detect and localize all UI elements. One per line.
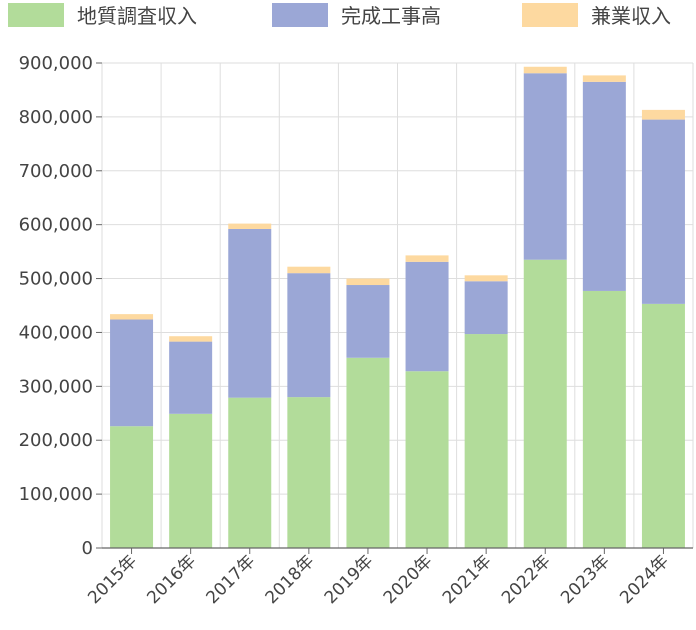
bar-3-10 xyxy=(641,109,685,120)
x-tick-label: 2021年 xyxy=(439,551,496,608)
x-tick-label: 2020年 xyxy=(380,551,437,608)
bar-3-8 xyxy=(523,66,567,74)
x-axis-ticks: 2015年 2016年 2017年 2018年 2019年 2020年 2021年 2022年… xyxy=(84,548,673,608)
bar-2-9 xyxy=(582,81,626,291)
y-tick-label: 600,000 xyxy=(19,215,93,236)
x-tick-label: 2017年 xyxy=(203,551,260,608)
bar-3-9 xyxy=(582,75,626,82)
y-tick-label: 900,000 xyxy=(19,53,93,74)
bar-2-8 xyxy=(523,73,567,260)
bar-2-2 xyxy=(169,341,213,414)
y-tick-label: 500,000 xyxy=(19,269,93,290)
bar-3-7 xyxy=(464,275,508,282)
legend-swatch-2 xyxy=(272,3,328,27)
legend-label-3: 兼業収入 xyxy=(591,4,671,28)
x-tick-label: 2023年 xyxy=(557,551,614,608)
bar-2-3 xyxy=(228,228,272,398)
legend-swatch-1 xyxy=(8,3,64,27)
grid xyxy=(101,62,694,549)
x-tick-label: 2019年 xyxy=(321,551,378,608)
bar-1-5 xyxy=(346,357,390,548)
bar-1-10 xyxy=(641,303,685,548)
bar-3-1 xyxy=(110,314,154,320)
legend-label-2: 完成工事高 xyxy=(341,4,441,28)
x-tick-label: 2016年 xyxy=(143,551,200,608)
bar-3-5 xyxy=(346,278,390,286)
legend: 地質調査収入 完成工事高 兼業収入 xyxy=(8,3,671,28)
y-tick-label: 0 xyxy=(82,538,93,559)
x-tick-label: 2022年 xyxy=(498,551,555,608)
bars xyxy=(110,66,685,548)
y-tick-label: 100,000 xyxy=(19,484,93,505)
bar-1-2 xyxy=(169,413,213,548)
y-tick-label: 700,000 xyxy=(19,161,93,182)
bar-2-7 xyxy=(464,281,508,335)
bar-1-9 xyxy=(582,290,626,548)
bar-3-4 xyxy=(287,266,331,274)
legend-swatch-3 xyxy=(522,3,578,27)
bar-1-6 xyxy=(405,371,449,548)
x-tick-label: 2024年 xyxy=(616,551,673,608)
y-axis-ticks: 0 100,000 200,000 300,000 400,000 500,000 600,… xyxy=(19,53,102,559)
y-tick-label: 200,000 xyxy=(19,430,93,451)
bar-1-1 xyxy=(110,426,154,548)
bar-2-5 xyxy=(346,285,390,358)
bar-1-4 xyxy=(287,397,331,548)
y-tick-label: 400,000 xyxy=(19,322,93,343)
bar-3-2 xyxy=(169,336,213,342)
bar-2-10 xyxy=(641,119,685,304)
bar-1-8 xyxy=(523,259,567,548)
bar-1-7 xyxy=(464,334,508,548)
bar-1-3 xyxy=(228,397,272,548)
bar-3-6 xyxy=(405,255,449,262)
x-tick-label: 2015年 xyxy=(84,551,141,608)
bar-2-6 xyxy=(405,261,449,372)
y-tick-label: 300,000 xyxy=(19,376,93,397)
x-tick-label: 2018年 xyxy=(262,551,319,608)
bar-2-4 xyxy=(287,273,331,398)
bar-2-1 xyxy=(110,319,154,427)
bar-3-3 xyxy=(228,223,272,229)
legend-label-1: 地質調査収入 xyxy=(77,4,197,28)
y-tick-label: 800,000 xyxy=(19,107,93,128)
